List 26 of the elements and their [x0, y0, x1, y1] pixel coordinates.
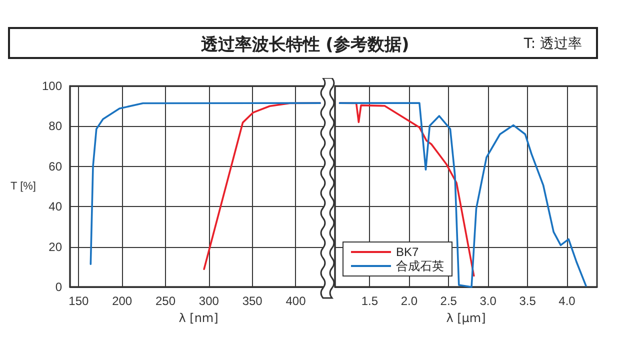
- text: T: 透过率: [524, 35, 582, 53]
- x-tick-label: 2.5: [440, 294, 458, 308]
- x-axis-title: λ [μm]: [446, 310, 486, 325]
- line-series: [90, 102, 321, 265]
- x-tick-label: 2.0: [400, 294, 418, 308]
- x-tick-label: 3.0: [480, 294, 497, 308]
- x-tick-label: 150: [68, 294, 90, 308]
- x-tick-label: 250: [155, 294, 176, 308]
- x-tick-label: 300: [198, 294, 220, 308]
- legend-label: BK7: [396, 245, 420, 259]
- x-tick-label: 350: [242, 294, 263, 308]
- y-tick-label: 60: [48, 159, 62, 174]
- y-tick-label: 40: [48, 200, 62, 214]
- legend-label: 合成石英: [396, 259, 444, 273]
- x-tick-label: 400: [286, 294, 306, 308]
- y-tick-label: 20: [48, 240, 62, 254]
- y-tick-label: 100: [42, 79, 62, 93]
- y-tick-label: 0: [55, 280, 62, 294]
- y-axis-title: T [%]: [10, 180, 36, 192]
- x-tick-label: 200: [112, 294, 132, 308]
- x-tick-label: 3.5: [519, 294, 536, 308]
- chart-title: 透过率波长特性 (参考数据): [200, 35, 410, 55]
- x-tick-label: 1.5: [361, 294, 378, 308]
- y-tick-label: 80: [48, 119, 62, 134]
- x-axis-title: λ [nm]: [178, 310, 218, 325]
- x-tick-label: 4.0: [558, 294, 576, 308]
